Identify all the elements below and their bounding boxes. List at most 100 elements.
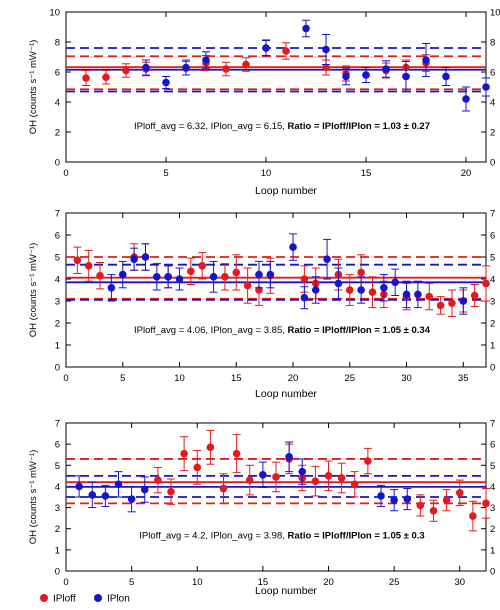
- data-point-IPlon: [75, 482, 83, 491]
- legend-label-IPloff: IPloff: [53, 594, 76, 605]
- x-tick-label: 35: [458, 373, 469, 384]
- y-tick-label-right: 4: [490, 98, 495, 109]
- x-tick-label: 15: [231, 373, 242, 384]
- data-point-IPloff: [272, 473, 280, 481]
- series-IPlon: [107, 233, 468, 315]
- x-tick-label: 15: [258, 577, 269, 588]
- y-tick-label: 8: [55, 38, 60, 49]
- data-point-IPlon: [162, 78, 170, 87]
- data-point-IPloff: [82, 74, 90, 82]
- x-tick-label: 10: [192, 577, 203, 588]
- legend-label-IPlon: IPlon: [107, 594, 130, 605]
- data-point-IPlon: [202, 56, 210, 64]
- x-tick-label: 20: [323, 577, 334, 588]
- x-tick-label: 25: [389, 577, 400, 588]
- data-point-IPlon: [164, 273, 172, 281]
- data-point-IPlon: [88, 491, 97, 499]
- data-point-IPlon: [302, 24, 310, 33]
- y-tick-label: 2: [55, 128, 60, 139]
- x-tick-label: 5: [129, 577, 134, 588]
- data-point-IPloff: [219, 484, 228, 493]
- data-point-IPlon: [391, 278, 399, 287]
- data-point-IPlon: [402, 290, 411, 299]
- y-tick-label: 3: [55, 297, 60, 308]
- data-point-IPloff: [368, 288, 377, 297]
- y-tick-label-right: 6: [490, 68, 495, 79]
- data-point-IPlon: [259, 471, 267, 479]
- data-point-IPloff: [84, 262, 93, 270]
- data-point-IPloff: [442, 496, 451, 504]
- y-tick-label: 4: [55, 482, 60, 493]
- data-point-IPloff: [350, 480, 359, 489]
- series-IPloff: [153, 429, 490, 532]
- data-point-IPlon: [209, 273, 218, 281]
- legend: IPloff IPlon: [40, 594, 130, 605]
- data-point-IPlon: [114, 480, 123, 489]
- x-axis-label: Loop number: [255, 388, 317, 400]
- data-point-IPlon: [118, 270, 127, 279]
- data-point-IPlon: [403, 495, 412, 503]
- data-point-IPlon: [402, 72, 410, 81]
- data-point-IPlon: [262, 44, 270, 52]
- data-point-IPlon: [101, 492, 110, 500]
- data-point-IPloff: [221, 273, 229, 281]
- y-tick-label-right: 10: [490, 8, 500, 19]
- series-IPlon: [142, 19, 490, 112]
- data-point-IPlon: [107, 284, 116, 292]
- data-point-IPlon: [311, 286, 320, 294]
- x-tick-label: 10: [261, 168, 272, 179]
- data-point-IPloff: [242, 60, 250, 69]
- data-point-IPlon: [362, 71, 370, 79]
- x-tick-label: 0: [63, 168, 68, 179]
- y-tick-label-right: 1: [490, 545, 495, 556]
- data-point-IPlon: [255, 270, 263, 279]
- data-point-IPlon: [422, 56, 430, 64]
- data-point-IPloff: [470, 291, 479, 300]
- y-tick-label: 0: [55, 567, 60, 578]
- y-tick-label: 7: [55, 209, 60, 220]
- y-tick-label: 2: [55, 319, 60, 330]
- y-tick-label-right: 6: [490, 440, 495, 451]
- y-tick-label: 3: [55, 503, 60, 514]
- data-point-IPlon: [140, 485, 149, 494]
- data-point-IPloff: [167, 487, 175, 496]
- data-point-IPlon: [323, 255, 331, 263]
- y-axis-label: OH (counts s⁻¹ mW⁻¹): [28, 40, 39, 134]
- data-point-IPloff: [448, 299, 456, 308]
- x-tick-label: 15: [361, 168, 372, 179]
- y-tick-label-right: 0: [490, 363, 495, 374]
- data-point-IPloff: [345, 286, 354, 294]
- x-axis-label: Loop number: [255, 185, 317, 197]
- reference-lines: [66, 47, 486, 93]
- y-tick-label: 1: [55, 545, 60, 556]
- y-tick-label: 2: [55, 524, 60, 535]
- y-tick-label-right: 0: [490, 158, 495, 169]
- y-axis-label: OH (counts s⁻¹ mW⁻¹): [28, 450, 39, 544]
- data-point-IPlon: [285, 453, 293, 461]
- y-tick-label-right: 3: [490, 503, 495, 514]
- data-point-IPloff: [96, 271, 104, 280]
- plot-frame: [65, 11, 487, 163]
- data-point-IPlon: [442, 72, 450, 81]
- data-point-IPloff: [187, 267, 195, 276]
- data-point-IPlon: [342, 72, 350, 81]
- data-point-IPloff: [425, 292, 434, 301]
- data-point-IPloff: [482, 499, 490, 508]
- data-point-IPlon: [127, 495, 136, 503]
- data-point-IPlon: [153, 273, 161, 281]
- data-point-IPlon: [175, 275, 184, 283]
- data-point-IPloff: [232, 268, 241, 277]
- data-point-IPloff: [482, 279, 490, 288]
- data-point-IPlon: [141, 253, 150, 261]
- x-tick-label: 10: [174, 373, 185, 384]
- x-tick-label: 30: [401, 373, 412, 384]
- data-point-IPlon: [482, 83, 490, 91]
- y-tick-label-right: 4: [490, 275, 495, 286]
- x-tick-label: 20: [461, 168, 472, 179]
- y-tick-label: 5: [55, 461, 60, 472]
- y-tick-label-right: 6: [490, 231, 495, 242]
- data-point-IPloff: [455, 488, 464, 497]
- x-axis-label: Loop number: [255, 585, 317, 597]
- data-point-IPloff: [357, 268, 365, 277]
